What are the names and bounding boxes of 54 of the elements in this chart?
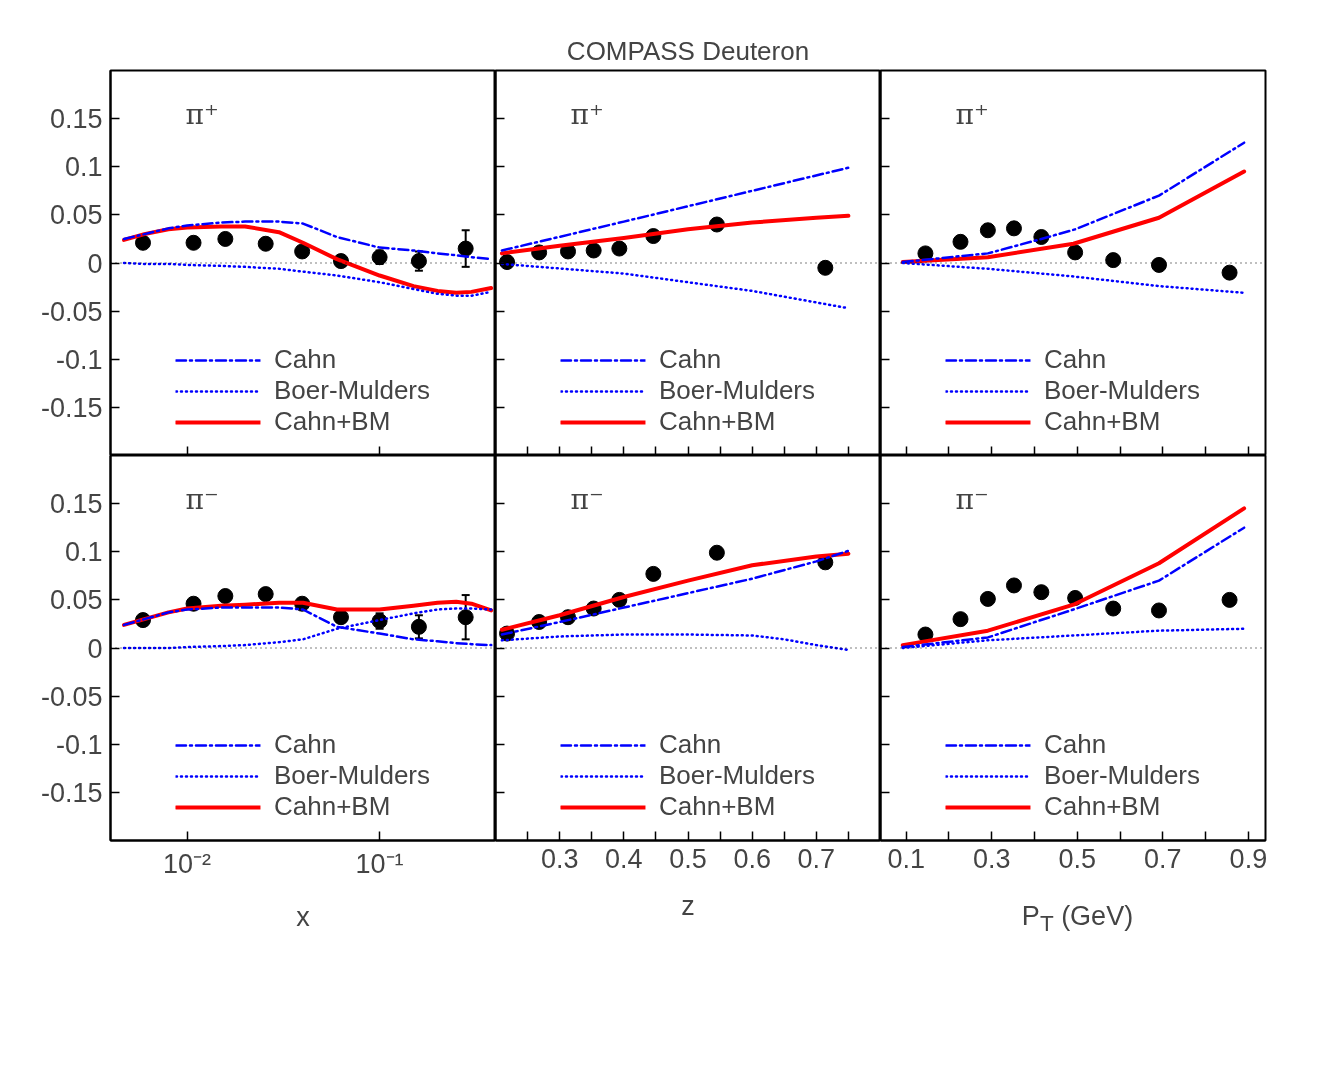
legend-label: Cahn — [658, 729, 722, 760]
legend-label: Cahn+BM — [658, 406, 776, 437]
legend-label: Cahn — [273, 344, 337, 375]
annotation: π⁺ — [570, 97, 604, 131]
x-tick-label: 0.4 — [605, 843, 643, 874]
x-tick-label: 0.3 — [972, 843, 1011, 874]
legend-label: Cahn+BM — [273, 406, 391, 437]
x-tick-label: 0.6 — [733, 843, 771, 874]
x-tick-label: 0.5 — [1058, 843, 1097, 874]
legend-label: Boer-Mulders — [1043, 760, 1201, 791]
y-tick-label: 0.05 — [49, 200, 103, 231]
legend-label: Boer-Mulders — [273, 760, 431, 791]
annotation: π⁺ — [955, 97, 989, 131]
x-tick-label: 0.3 — [540, 843, 579, 874]
y-tick-label: 0.1 — [64, 152, 103, 183]
x-axis-title: x — [296, 901, 311, 932]
y-tick-label: 0.15 — [49, 489, 103, 520]
legend-label: Boer-Mulders — [658, 375, 816, 406]
x-tick-label: 10⁻² — [163, 848, 212, 879]
x-axis-title: z — [681, 890, 695, 921]
annotation: π⁻ — [955, 482, 989, 516]
y-tick-label: -0.15 — [40, 777, 103, 808]
chart-title: COMPASS Deuteron — [566, 35, 810, 66]
x-axis-title: P$_{T}$ (GeV) — [1021, 900, 1134, 939]
annotation: π⁻ — [185, 482, 219, 516]
legend-label: Cahn — [1043, 344, 1107, 375]
y-tick-label: -0.05 — [40, 681, 103, 712]
y-tick-label: -0.15 — [40, 392, 103, 423]
legend-label: Boer-Mulders — [658, 760, 816, 791]
y-tick-label: -0.1 — [55, 729, 103, 760]
legend-label: Cahn — [658, 344, 722, 375]
x-tick-label: 0.5 — [669, 843, 707, 874]
legend-label: Boer-Mulders — [273, 375, 431, 406]
legend-label: Cahn+BM — [658, 791, 776, 822]
legend-label: Cahn+BM — [1043, 406, 1161, 437]
legend-label: Cahn+BM — [1043, 791, 1161, 822]
x-tick-label: 10⁻¹ — [355, 848, 404, 879]
y-tick-label: 0.15 — [49, 104, 103, 135]
annotation: π⁻ — [570, 482, 604, 516]
x-tick-label: 0.9 — [1229, 843, 1268, 874]
legend-label: Boer-Mulders — [1043, 375, 1201, 406]
y-tick-label: 0 — [87, 633, 103, 664]
x-tick-label: 0.7 — [1144, 843, 1182, 874]
legend-label: Cahn — [1043, 729, 1107, 760]
x-tick-label: 0.7 — [797, 843, 836, 874]
x-tick-label: 0.1 — [887, 843, 925, 874]
legend-label: Cahn — [273, 729, 337, 760]
y-tick-label: 0 — [87, 248, 103, 279]
y-tick-label: 0.05 — [49, 585, 103, 616]
y-tick-label: -0.05 — [40, 296, 103, 327]
y-tick-label: -0.1 — [55, 344, 103, 375]
y-tick-label: 0.1 — [64, 537, 103, 568]
annotation: π⁺ — [185, 97, 219, 131]
legend-label: Cahn+BM — [273, 791, 391, 822]
